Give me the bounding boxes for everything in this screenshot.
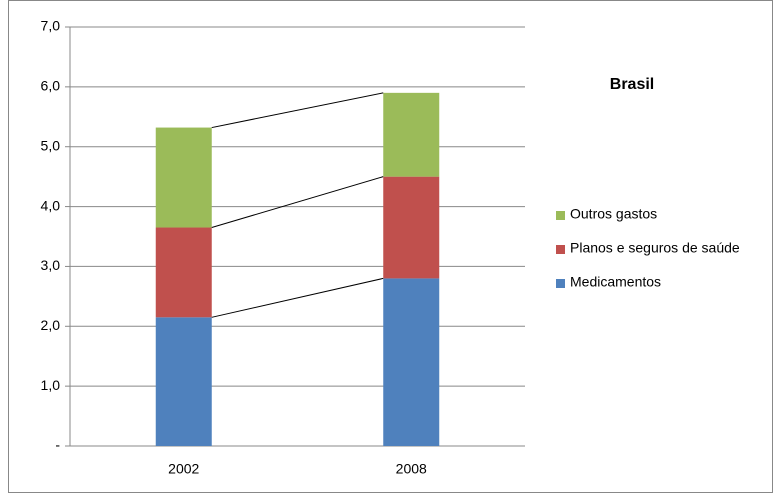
legend-swatch (556, 279, 565, 288)
legend-label: Planos e seguros de saúde (570, 240, 740, 256)
y-tick-label: - (55, 437, 60, 453)
bar-segment (383, 278, 440, 446)
y-tick-label: 7,0 (41, 18, 61, 34)
bar-segment (155, 227, 212, 318)
y-tick-label: 3,0 (41, 257, 61, 273)
y-tick-label: 6,0 (41, 78, 61, 94)
legend-label: Medicamentos (570, 274, 661, 290)
bar-segment (383, 176, 440, 279)
y-tick-label: 2,0 (41, 317, 61, 333)
chart-title: Brasil (610, 76, 654, 93)
x-tick-label: 2008 (396, 461, 427, 477)
bar-segment (155, 127, 212, 228)
y-tick-label: 4,0 (41, 197, 61, 213)
y-tick-label: 5,0 (41, 137, 61, 153)
series-line (211, 92, 384, 129)
legend-swatch (556, 245, 565, 254)
legend-swatch (556, 211, 565, 220)
series-line (211, 277, 384, 318)
y-tick-label: 1,0 (41, 377, 61, 393)
bar-segment (383, 92, 440, 177)
x-tick-label: 2002 (168, 461, 199, 477)
legend-label: Outros gastos (570, 206, 657, 222)
series-line (211, 176, 384, 229)
bar-segment (155, 317, 212, 446)
